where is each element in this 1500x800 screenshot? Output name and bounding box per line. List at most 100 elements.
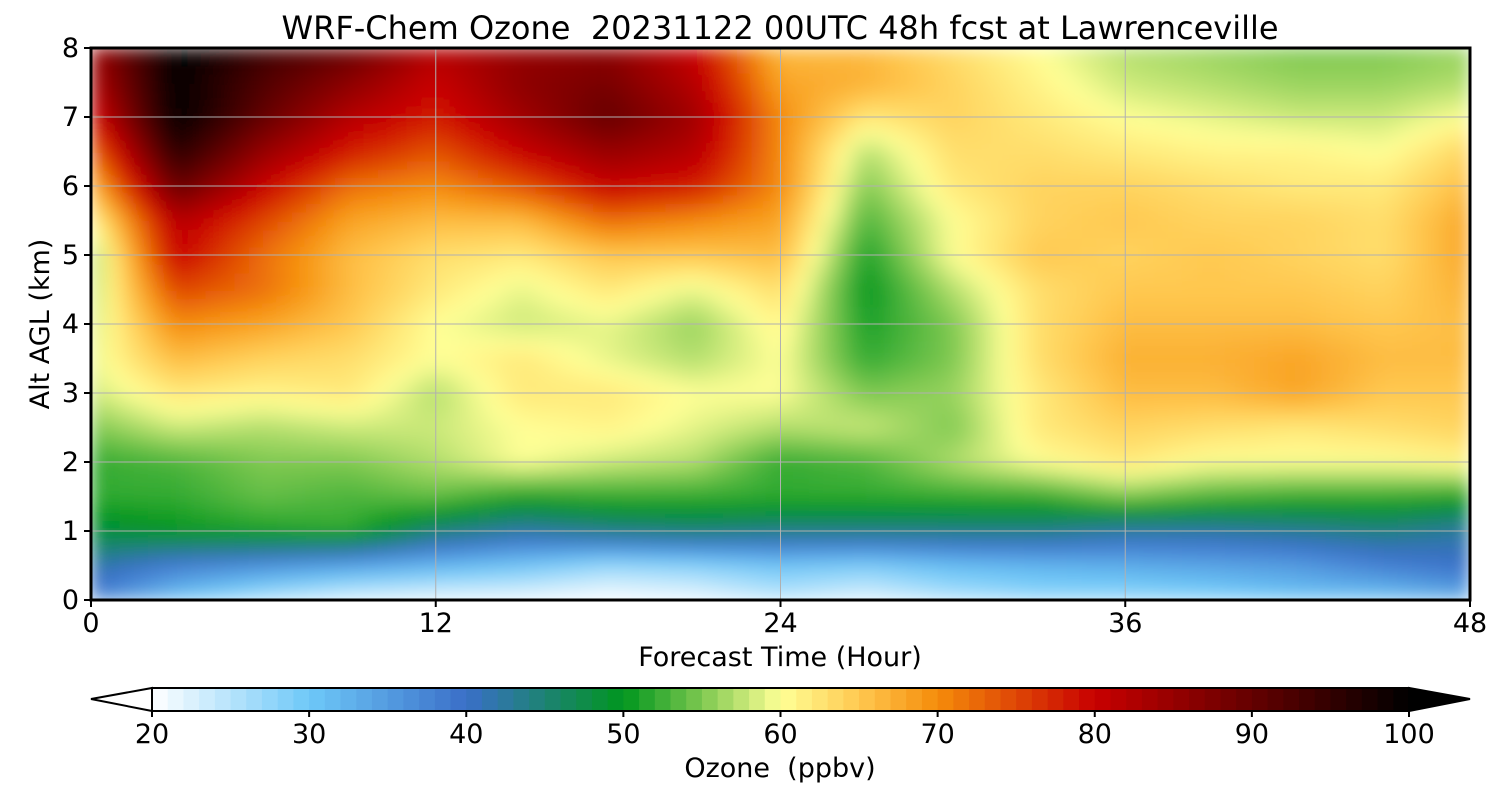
heatmap-cell bbox=[1052, 107, 1069, 118]
heatmap-cell bbox=[1124, 185, 1141, 196]
heatmap-cell bbox=[363, 323, 379, 334]
heatmap-cell bbox=[938, 142, 954, 153]
heatmap-cell bbox=[219, 409, 236, 420]
heatmap-cell bbox=[578, 306, 595, 316]
heatmap-cell bbox=[1182, 487, 1198, 498]
heatmap-cell bbox=[1052, 280, 1069, 291]
heatmap-cell bbox=[334, 427, 351, 437]
heatmap-cell bbox=[119, 194, 135, 204]
heatmap-cell bbox=[1024, 99, 1040, 109]
heatmap-cell bbox=[1038, 530, 1054, 541]
heatmap-cell bbox=[1153, 228, 1169, 239]
heatmap-cell bbox=[736, 82, 753, 92]
heatmap-cell bbox=[636, 185, 652, 196]
heatmap-cell bbox=[1196, 73, 1212, 84]
heatmap-cell bbox=[1139, 125, 1155, 135]
heatmap-cell bbox=[981, 496, 997, 506]
heatmap-cell bbox=[1182, 314, 1198, 325]
heatmap-cell bbox=[1024, 142, 1040, 153]
heatmap-cell bbox=[607, 547, 623, 558]
heatmap-cell bbox=[119, 289, 135, 299]
heatmap-cell bbox=[938, 521, 954, 532]
heatmap-cell bbox=[1196, 245, 1212, 256]
heatmap-cell bbox=[722, 99, 738, 109]
heatmap-cell bbox=[780, 444, 796, 454]
heatmap-cell bbox=[492, 245, 509, 256]
heatmap-cell bbox=[463, 590, 480, 600]
heatmap-cell bbox=[578, 349, 595, 360]
heatmap-cell bbox=[794, 573, 810, 584]
heatmap-cell bbox=[1096, 366, 1112, 377]
heatmap-cell bbox=[722, 452, 738, 463]
heatmap-cell bbox=[1067, 340, 1083, 351]
heatmap-cell bbox=[377, 314, 394, 325]
heatmap-cell bbox=[923, 435, 940, 446]
heatmap-cell bbox=[1038, 358, 1054, 368]
heatmap-cell bbox=[320, 401, 336, 411]
heatmap-cell bbox=[851, 202, 868, 213]
heatmap-cell bbox=[463, 211, 480, 222]
heatmap-cell bbox=[1081, 444, 1098, 454]
heatmap-cell bbox=[650, 375, 667, 385]
heatmap-cell bbox=[1196, 452, 1212, 463]
heatmap-cell bbox=[363, 573, 379, 584]
heatmap-cell bbox=[535, 547, 552, 558]
heatmap-cell bbox=[794, 297, 810, 308]
heatmap-cell bbox=[219, 539, 236, 549]
heatmap-cell bbox=[234, 297, 250, 308]
heatmap-cell bbox=[320, 82, 336, 92]
heatmap-cell bbox=[1139, 392, 1155, 403]
heatmap-cell bbox=[1139, 409, 1155, 420]
heatmap-cell bbox=[722, 176, 738, 187]
heatmap-cell bbox=[995, 547, 1011, 558]
heatmap-cell bbox=[1167, 263, 1184, 273]
heatmap-cell bbox=[392, 392, 408, 403]
heatmap-cell bbox=[349, 409, 365, 420]
heatmap-cell bbox=[851, 228, 868, 239]
heatmap-cell bbox=[449, 530, 465, 541]
heatmap-cell bbox=[248, 56, 264, 66]
heatmap-cell bbox=[104, 461, 121, 472]
heatmap-cell bbox=[162, 237, 178, 247]
heatmap-cell bbox=[923, 427, 940, 437]
heatmap-cell bbox=[952, 349, 968, 360]
heatmap-cell bbox=[837, 168, 853, 178]
heatmap-cell bbox=[650, 539, 667, 549]
heatmap-cell bbox=[1052, 418, 1069, 429]
heatmap-cell bbox=[708, 82, 724, 92]
heatmap-cell bbox=[191, 151, 207, 161]
heatmap-cell bbox=[406, 297, 422, 308]
heatmap-cell bbox=[981, 116, 997, 127]
heatmap-cell bbox=[1024, 116, 1040, 127]
heatmap-cell bbox=[607, 176, 623, 187]
heatmap-cell bbox=[1052, 573, 1069, 584]
heatmap-cell bbox=[952, 323, 968, 334]
heatmap-cell bbox=[291, 556, 307, 567]
heatmap-cell bbox=[780, 590, 796, 600]
heatmap-cell bbox=[808, 73, 825, 84]
heatmap-cell bbox=[966, 82, 983, 92]
heatmap-cell bbox=[837, 470, 853, 480]
heatmap-cell bbox=[133, 513, 149, 523]
heatmap-cell bbox=[248, 271, 264, 282]
heatmap-cell bbox=[550, 340, 566, 351]
heatmap-cell bbox=[248, 64, 264, 75]
heatmap-cell bbox=[191, 556, 207, 567]
heatmap-cell bbox=[334, 340, 351, 351]
heatmap-cell bbox=[1124, 530, 1141, 541]
heatmap-cell bbox=[923, 582, 940, 592]
heatmap-cell bbox=[420, 349, 437, 360]
heatmap-cell bbox=[1182, 392, 1198, 403]
heatmap-cell bbox=[765, 366, 781, 377]
heatmap-cell bbox=[909, 565, 925, 575]
heatmap-cell bbox=[564, 202, 580, 213]
heatmap-cell bbox=[119, 99, 135, 109]
heatmap-cell bbox=[521, 461, 537, 472]
heatmap-cell bbox=[736, 556, 753, 567]
heatmap-cell bbox=[1110, 99, 1126, 109]
heatmap-cell bbox=[1167, 237, 1184, 247]
heatmap-cell bbox=[392, 452, 408, 463]
heatmap-cell bbox=[693, 487, 710, 498]
heatmap-cell bbox=[119, 168, 135, 178]
heatmap-cell bbox=[291, 435, 307, 446]
